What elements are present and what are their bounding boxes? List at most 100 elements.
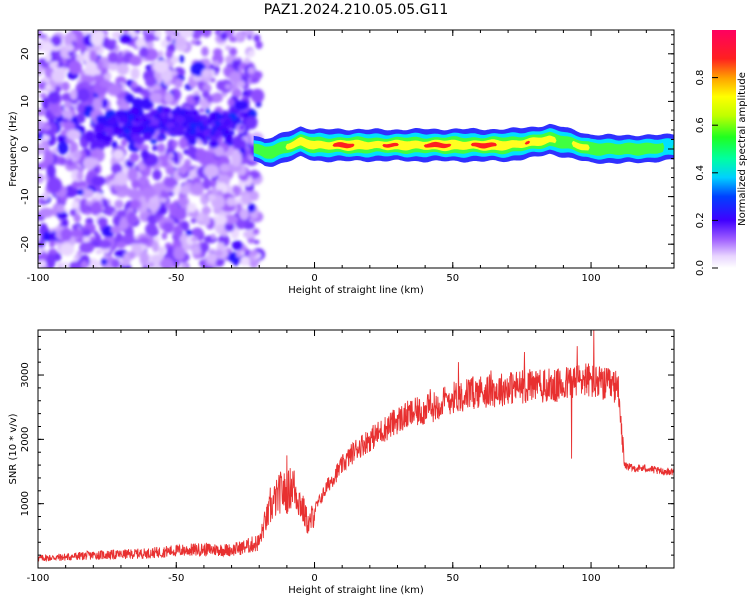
ridge-band xyxy=(253,135,674,153)
noise-blob xyxy=(206,252,218,264)
noise-blob xyxy=(118,99,127,106)
noise-blob xyxy=(129,152,140,162)
noise-blob xyxy=(201,206,212,215)
noise-blob xyxy=(100,98,108,109)
x-tick-label: -50 xyxy=(168,273,184,284)
noise-blob xyxy=(135,38,146,49)
noise-blob xyxy=(41,97,50,110)
noise-blob xyxy=(47,90,61,104)
noise-blob xyxy=(229,71,242,84)
noise-blob xyxy=(41,36,51,43)
noise-blob xyxy=(93,30,105,41)
snr-x-ticks: -100 -50 0 50 100 xyxy=(27,330,675,584)
noise-blob xyxy=(90,151,98,158)
noise-blob xyxy=(39,223,48,231)
colorbar: 0.0 0.2 0.4 0.6 0.8 Normalized spectral ampl… xyxy=(695,30,748,276)
noise-blob xyxy=(178,137,188,150)
noise-blob xyxy=(76,250,83,256)
noise-blob xyxy=(121,125,127,130)
noise-blob xyxy=(42,231,51,242)
noise-blob xyxy=(51,147,59,155)
noise-blob xyxy=(168,191,175,197)
noise-blob xyxy=(231,59,240,70)
noise-blob xyxy=(201,46,209,57)
noise-blob xyxy=(174,36,187,47)
noise-blob xyxy=(235,217,246,230)
noise-blob xyxy=(181,263,188,268)
noise-blob xyxy=(166,121,175,129)
noise-blob xyxy=(69,261,82,268)
noise-blob xyxy=(82,30,90,36)
noise-blob xyxy=(141,116,148,122)
noise-blob xyxy=(224,222,235,232)
noise-blob xyxy=(209,131,216,136)
noise-blob xyxy=(157,50,164,59)
noise-blob xyxy=(151,240,160,253)
noise-blob xyxy=(214,256,225,267)
noise-blob xyxy=(95,249,103,255)
noise-blob xyxy=(122,30,130,34)
noise-blob xyxy=(243,57,251,64)
noise-blob xyxy=(49,61,57,69)
noise-blob xyxy=(82,235,91,243)
noise-blob xyxy=(214,120,222,127)
noise-blob xyxy=(224,120,230,125)
noise-blob xyxy=(46,253,56,268)
noise-blob xyxy=(76,88,90,103)
y-tick-label: 1000 xyxy=(20,491,31,516)
noise-blob xyxy=(156,77,162,85)
colorbar-tick-label: 0.4 xyxy=(695,165,706,181)
noise-blob xyxy=(225,45,232,51)
noise-blob xyxy=(123,191,130,197)
noise-blob xyxy=(178,30,194,39)
noise-blob xyxy=(119,217,129,230)
noise-blob xyxy=(179,111,187,117)
noise-blob xyxy=(181,122,189,128)
noise-blob xyxy=(38,64,43,77)
noise-blob xyxy=(96,60,104,71)
snr-panel: -100 -50 0 50 100 1000 2000 3000 Height of str… xyxy=(8,329,675,596)
noise-blob xyxy=(116,241,126,249)
noise-blob xyxy=(141,187,156,199)
noise-blob xyxy=(178,54,185,64)
noise-blob xyxy=(193,94,201,102)
noise-blob xyxy=(83,67,93,75)
noise-blob xyxy=(249,190,260,201)
noise-blob xyxy=(232,185,241,195)
noise-blob xyxy=(160,117,170,125)
ridge-band xyxy=(253,138,674,153)
noise-blob xyxy=(220,31,228,41)
noise-blob xyxy=(230,150,242,167)
noise-blob xyxy=(112,149,125,160)
noise-blob xyxy=(79,242,95,254)
noise-blob xyxy=(253,34,261,42)
noise-blob xyxy=(233,100,249,111)
noise-blob xyxy=(112,126,124,135)
noise-blob xyxy=(111,163,123,174)
noise-blob xyxy=(174,125,185,135)
noise-blob xyxy=(224,83,231,90)
noise-blob xyxy=(51,68,66,83)
x-tick-label: 50 xyxy=(446,273,459,284)
noise-blob xyxy=(208,139,219,149)
noise-blob xyxy=(71,181,80,189)
noise-blob xyxy=(252,228,260,235)
noise-blob xyxy=(60,46,69,59)
noise-blob xyxy=(158,205,168,215)
noise-blob xyxy=(130,67,140,80)
noise-blob xyxy=(173,225,181,239)
noise-blob xyxy=(95,233,102,243)
noise-blob xyxy=(112,179,119,186)
noise-blob xyxy=(40,41,54,53)
noise-blob xyxy=(183,114,195,124)
noise-blob xyxy=(222,133,228,138)
noise-blob xyxy=(42,135,51,141)
noise-blob xyxy=(153,84,162,91)
noise-blob xyxy=(150,138,158,145)
noise-blob xyxy=(119,33,133,44)
noise-blob xyxy=(83,81,90,89)
snr-y-ticks: 1000 2000 3000 xyxy=(20,335,674,556)
noise-blob xyxy=(187,202,197,213)
noise-blob xyxy=(59,243,75,257)
colorbar-ticks: 0.0 0.2 0.4 0.6 0.8 xyxy=(695,70,718,276)
